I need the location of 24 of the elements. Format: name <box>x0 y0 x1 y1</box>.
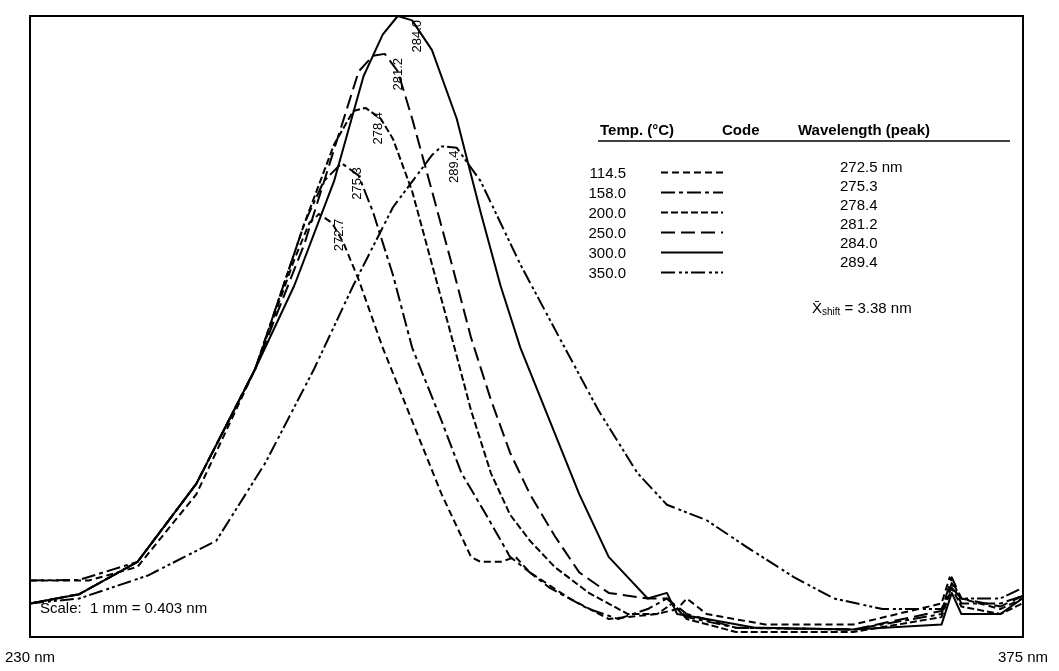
annotation: 275.3 <box>840 177 878 194</box>
x-tick-label: 375 nm <box>997 648 1049 665</box>
legend-label: 200.0 <box>588 204 626 221</box>
legend-label: 114.5 <box>589 164 626 181</box>
annotation: 278.4 <box>370 111 386 145</box>
annotation: 272.7 <box>331 218 347 252</box>
annotation: Scale: 1 mm = 0.403 nm <box>40 599 208 616</box>
annotation: 281.2 <box>389 57 405 91</box>
annotation: 289.4 <box>840 253 878 270</box>
annotation: Wavelength (peak) <box>798 121 930 138</box>
annotation: Code <box>722 121 760 138</box>
legend-label: 300.0 <box>588 244 626 261</box>
annotation: 275.3 <box>349 167 365 200</box>
annotation: 281.2 <box>840 215 878 232</box>
annotation: 278.4 <box>840 196 878 213</box>
legend-label: 250.0 <box>588 224 626 241</box>
legend-label: 158.0 <box>588 184 626 201</box>
x-tick-label: 230 nm <box>4 648 56 665</box>
annotation: 272.5 nm <box>840 158 903 175</box>
legend-label: 350.0 <box>588 264 626 281</box>
annotation: 289.4 <box>445 150 461 183</box>
annotation: 284.0 <box>408 20 424 53</box>
legend-title: Temp. (°C) <box>600 121 675 138</box>
annotation: 284.0 <box>840 234 878 251</box>
